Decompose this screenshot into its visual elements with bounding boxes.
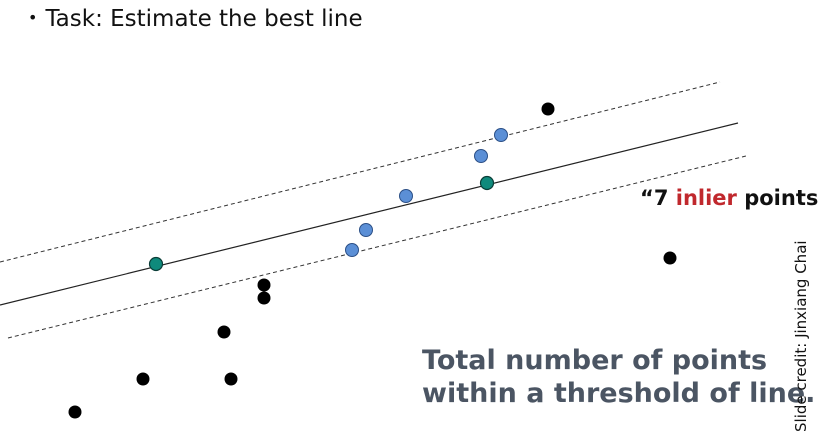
inlier-point [359,223,373,237]
sample-point [148,256,164,272]
inlier-word: inlier [675,186,737,210]
threshold-line-upper [0,81,721,263]
sample-point [479,175,495,191]
outlier-point [257,278,271,292]
fitted-line [0,122,739,306]
inlier-point [474,149,488,163]
slide-credit: Slide credit: Jinxiang Chai [792,240,810,432]
inlier-point [399,189,413,203]
inlier-point [494,128,508,142]
summary-line-2: within a threshold of line. [422,378,816,409]
inlier-count-label: “7 inlier points” [640,186,820,210]
inlier-label-rest: points” [744,186,820,210]
outlier-point [136,372,150,386]
task-text: • Task: Estimate the best line [28,6,363,32]
outlier-point [224,372,238,386]
task-label: Task: Estimate the best line [45,6,363,32]
outlier-point [68,405,82,419]
outlier-point [257,291,271,305]
outlier-point [217,325,231,339]
inlier-count: 7 [653,186,669,210]
inlier-point [345,243,359,257]
summary-text: Total number of points within a threshol… [422,344,815,410]
summary-line-1: Total number of points [422,345,768,376]
outlier-point [541,102,555,116]
open-quote: “ [640,186,654,210]
outlier-point [663,251,677,265]
threshold-line-lower [7,155,747,339]
bullet: • [28,8,38,27]
